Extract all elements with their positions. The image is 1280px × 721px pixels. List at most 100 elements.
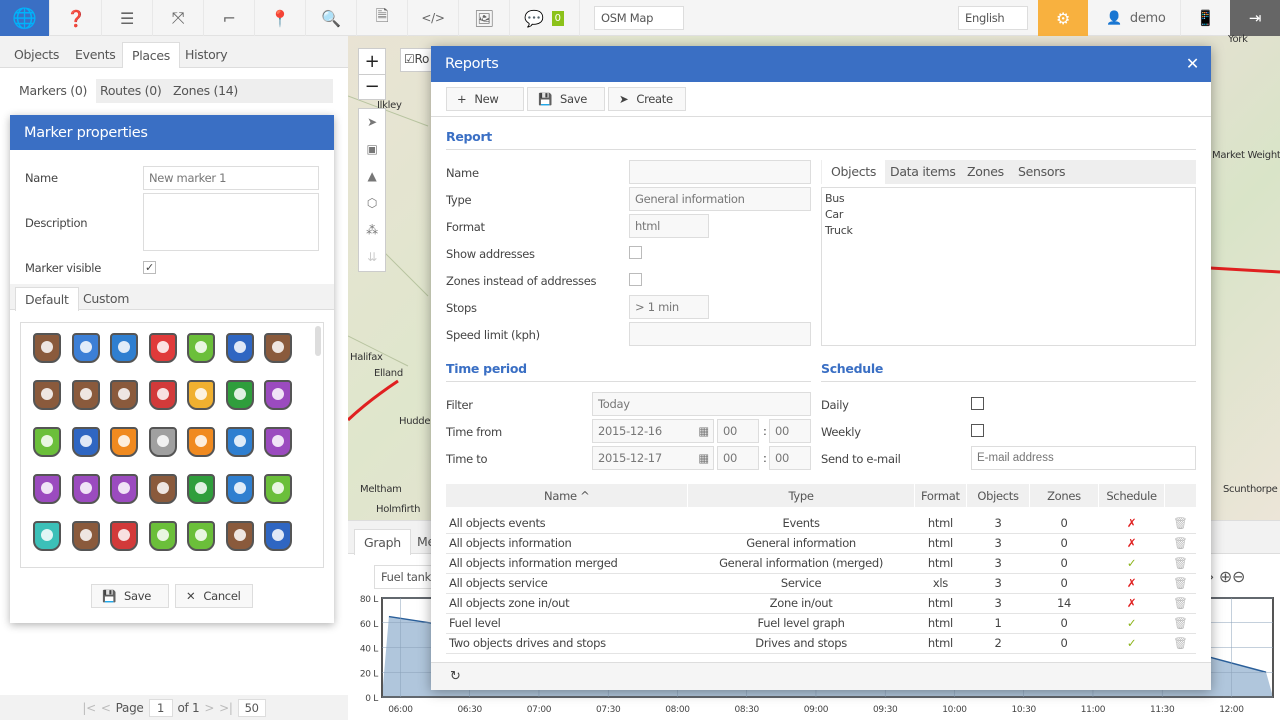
calendar-icon[interactable]: ▦ [698, 451, 709, 465]
arrow-down-icon[interactable]: ⇊ [367, 250, 377, 264]
marker-save-button[interactable]: 💾 Save [91, 584, 169, 608]
marker-icon-option[interactable] [148, 333, 177, 363]
marker-icon-option[interactable] [187, 380, 215, 410]
marker-icon-option[interactable] [187, 521, 215, 551]
tab-graph[interactable]: Graph [354, 529, 411, 555]
marker-icon-option[interactable] [71, 474, 100, 504]
minute-from-select[interactable]: 00 [769, 419, 811, 443]
date-to-input[interactable]: 2015-12-17 ▦ [592, 446, 714, 470]
minute-to-select[interactable]: 00 [769, 446, 811, 470]
tab-objects[interactable]: Objects [14, 47, 60, 62]
marker-icon-option[interactable] [110, 521, 138, 551]
report-type-select[interactable]: General information [629, 187, 811, 211]
per-page-input[interactable]: 50 [237, 698, 266, 717]
delete-icon[interactable]: 🗑 [1164, 513, 1196, 534]
delete-icon[interactable]: 🗑 [1164, 573, 1196, 594]
marker-icon-option[interactable] [33, 380, 61, 410]
delete-icon[interactable]: 🗑 [1164, 553, 1196, 574]
list-item[interactable]: Car [825, 208, 844, 221]
marker-icon-option[interactable] [264, 427, 292, 457]
column-header-objects[interactable]: Objects [966, 484, 1030, 507]
delete-icon[interactable]: 🗑 [1164, 593, 1196, 614]
next-page-icon[interactable]: > [204, 700, 215, 715]
marker-cancel-button[interactable]: ✕ Cancel [175, 584, 253, 608]
table-row[interactable]: Fuel level Fuel level graph html 1 0 ✓ 🗑 [446, 613, 1196, 634]
date-from-input[interactable]: 2015-12-16 ▦ [592, 419, 714, 443]
delete-icon[interactable]: 🗑 [1164, 613, 1196, 634]
tab-history[interactable]: History [185, 47, 228, 62]
marker-icon-option[interactable] [33, 474, 61, 504]
prev-page-icon[interactable]: < [100, 700, 111, 715]
create-report-button[interactable]: ➤ Create [608, 87, 686, 111]
marker-icon-option[interactable] [71, 427, 100, 457]
cluster-icon[interactable]: ⁂ [366, 223, 378, 237]
tab-places[interactable]: Places [122, 42, 180, 68]
map-select[interactable]: OSM Map [594, 6, 684, 30]
last-page-icon[interactable]: >| [219, 700, 233, 715]
marker-tool-icon[interactable]: ▣ [366, 142, 378, 156]
weekly-checkbox[interactable] [971, 424, 984, 437]
zone-tool-icon[interactable]: ⬡ [366, 196, 378, 210]
marker-icon-option[interactable] [264, 380, 292, 410]
save-report-button[interactable]: 💾 Save [527, 87, 605, 111]
marker-icon-option[interactable] [264, 333, 292, 363]
table-row[interactable]: All objects zone in/out Zone in/out html… [446, 593, 1196, 614]
tab-default-icons[interactable]: Default [15, 287, 79, 311]
column-header-type[interactable]: Type [687, 484, 915, 507]
subtab-markers[interactable]: Markers (0) [10, 79, 97, 103]
hour-from-select[interactable]: 00 [717, 419, 759, 443]
marker-icon-option[interactable] [148, 474, 177, 504]
zoom-in-button[interactable]: + [359, 49, 385, 75]
marker-icon-option[interactable] [148, 380, 177, 410]
subtab-routes[interactable]: Routes (0) [100, 83, 162, 98]
marker-icon-option[interactable] [225, 427, 254, 457]
daily-checkbox[interactable] [971, 397, 984, 410]
speed-limit-input[interactable] [629, 322, 811, 346]
settings-sliders-icon[interactable]: ☰ [102, 0, 153, 36]
list-item[interactable]: Truck [825, 224, 853, 237]
table-row[interactable]: All objects service Service xls 3 0 ✗ 🗑 [446, 573, 1196, 594]
description-textarea[interactable] [143, 193, 319, 251]
new-report-button[interactable]: + New [446, 87, 524, 111]
tab-objects[interactable]: Objects [822, 160, 886, 184]
marker-icon-option[interactable] [71, 333, 100, 363]
marker-icon-option[interactable] [187, 474, 215, 504]
globe-icon[interactable]: 🌐 [0, 0, 50, 36]
marker-icon-option[interactable] [110, 427, 138, 457]
marker-icon-option[interactable] [148, 521, 177, 551]
search-icon[interactable]: 🔍 [306, 0, 357, 36]
mobile-icon[interactable]: 📱 [1180, 0, 1230, 36]
delete-icon[interactable]: 🗑 [1164, 533, 1196, 554]
report-name-input[interactable] [629, 160, 811, 184]
column-header-zones[interactable]: Zones [1029, 484, 1100, 507]
language-select[interactable]: English [958, 6, 1028, 30]
marker-icon-option[interactable] [110, 380, 138, 410]
image-icon[interactable]: 🖼 [459, 0, 510, 36]
marker-icon-option[interactable] [33, 333, 61, 363]
table-row[interactable]: All objects information General informat… [446, 533, 1196, 554]
first-page-icon[interactable]: |< [82, 700, 96, 715]
format-select[interactable]: html [629, 214, 709, 238]
marker-icon-option[interactable] [71, 380, 100, 410]
table-row[interactable]: All objects information merged General i… [446, 553, 1196, 574]
refresh-icon[interactable]: ↻ [431, 662, 1211, 690]
tab-sensors[interactable]: Sensors [1018, 164, 1066, 179]
marker-icon-option[interactable] [225, 521, 254, 551]
marker-icon-option[interactable] [264, 521, 292, 551]
zoom-in-icon[interactable]: ⊕ [1218, 567, 1233, 586]
email-input[interactable] [971, 446, 1196, 470]
scrollbar[interactable] [315, 326, 321, 356]
marker-icon-option[interactable] [148, 427, 177, 457]
show-addresses-checkbox[interactable] [629, 246, 642, 259]
marker-name-input[interactable]: New marker 1 [143, 166, 319, 190]
column-header-schedule[interactable]: Schedule [1098, 484, 1166, 507]
tab-custom-icons[interactable]: Custom [83, 291, 130, 306]
column-header-name[interactable]: Name ^ [446, 484, 689, 507]
marker-icon-option[interactable] [71, 521, 100, 551]
marker-icon-option[interactable] [264, 474, 292, 504]
logout-icon[interactable]: ⇥ [1230, 0, 1280, 36]
map-pin-icon[interactable]: 📍 [255, 0, 306, 36]
delete-icon[interactable]: 🗑 [1164, 633, 1196, 654]
zoom-out-button[interactable]: − [364, 76, 380, 97]
help-icon[interactable]: ❓ [51, 0, 102, 36]
